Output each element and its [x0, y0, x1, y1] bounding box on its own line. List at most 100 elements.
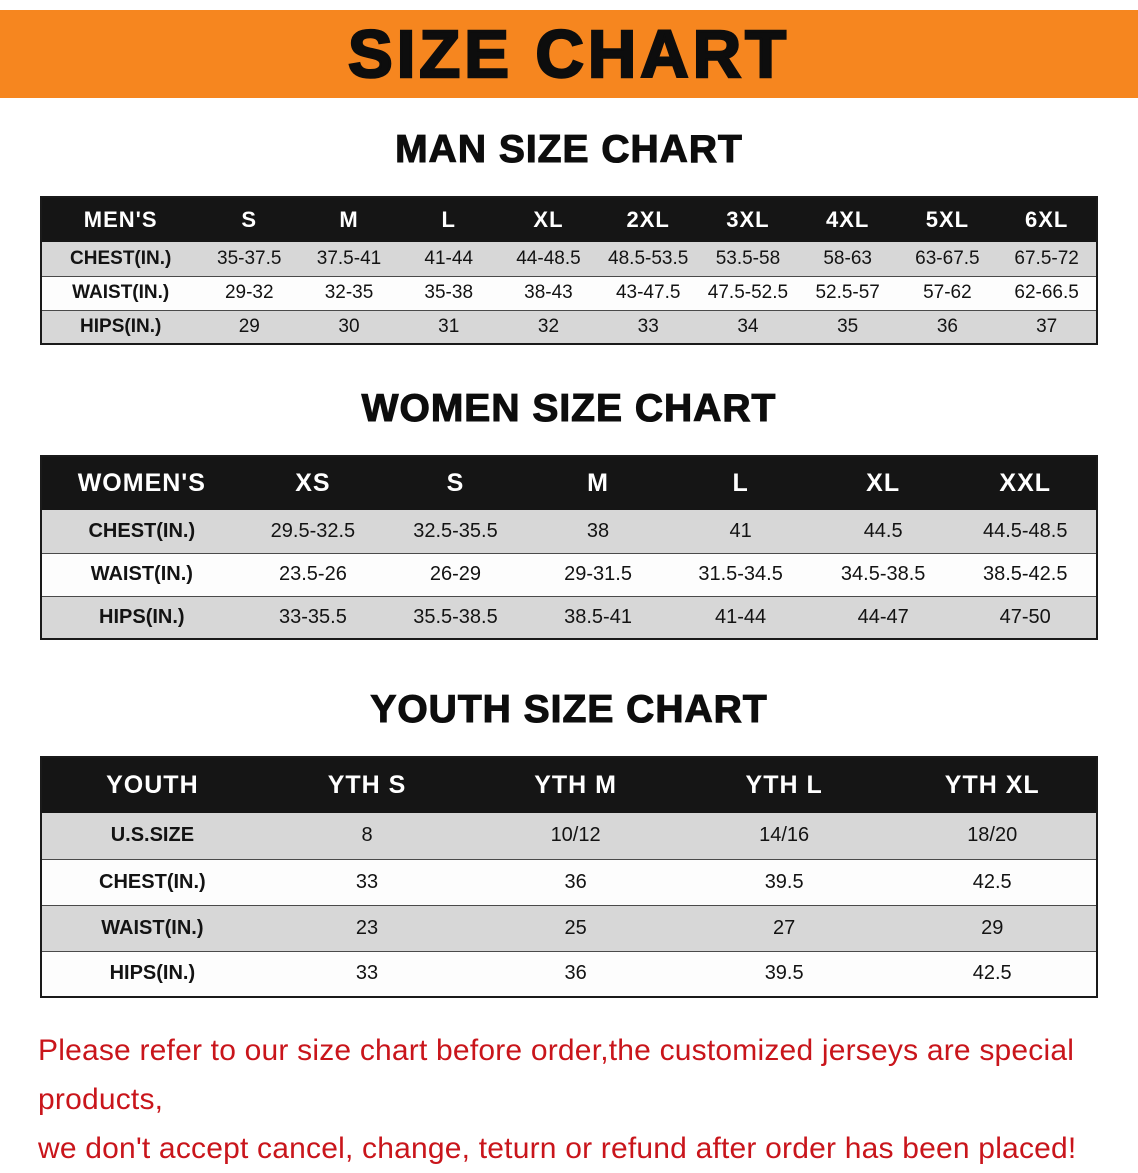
size-header-cell: YTH L [679, 757, 889, 813]
size-value-cell: 53.5-58 [698, 242, 798, 277]
size-value-cell: 38 [526, 510, 670, 554]
size-value-cell: 48.5-53.5 [598, 242, 699, 277]
size-value-cell: 33-35.5 [241, 596, 385, 640]
size-header-cell: XXL [954, 456, 1097, 510]
women-size-table: WOMEN'S XS S M L XL XXL CHEST(IN.) 29.5-32.5 32.5… [40, 455, 1098, 640]
size-header-cell: YTH XL [888, 757, 1097, 813]
size-value-cell: 44.5 [811, 510, 955, 554]
size-value-cell: 23.5-26 [241, 553, 385, 597]
size-value-cell: 30 [299, 310, 399, 345]
size-value-cell: 33 [598, 310, 699, 345]
row-label-cell: WAIST(IN.) [41, 553, 242, 597]
table-row: CHEST(IN.) 33 36 39.5 42.5 [41, 859, 1097, 906]
table-row: HIPS(IN.) 33-35.5 35.5-38.5 38.5-41 41-44 44-… [41, 596, 1097, 640]
disclaimer-note: Please refer to our size chart before or… [38, 1026, 1100, 1173]
table-row: HIPS(IN.) 33 36 39.5 42.5 [41, 951, 1097, 998]
table-row: WAIST(IN.) 23.5-26 26-29 29-31.5 31.5-34.5 34… [41, 553, 1097, 597]
size-value-cell: 29-31.5 [526, 553, 670, 597]
size-value-cell: 29.5-32.5 [241, 510, 385, 554]
table-header-row: MEN'S S M L XL 2XL 3XL 4XL 5XL 6XL [41, 197, 1097, 242]
size-value-cell: 36 [471, 859, 680, 906]
size-value-cell: 41-44 [398, 242, 499, 277]
section-heading-men: MAN SIZE CHART [395, 127, 743, 171]
size-value-cell: 25 [471, 905, 680, 952]
size-value-cell: 43-47.5 [598, 276, 699, 311]
size-value-cell: 37 [997, 310, 1097, 345]
size-value-cell: 42.5 [888, 951, 1097, 998]
size-value-cell: 35 [797, 310, 898, 345]
size-value-cell: 29 [199, 310, 300, 345]
size-value-cell: 31.5-34.5 [669, 553, 812, 597]
size-value-cell: 35.5-38.5 [384, 596, 527, 640]
size-value-cell: 10/12 [471, 813, 680, 860]
page-title: SIZE CHART [347, 16, 790, 92]
size-value-cell: 32 [498, 310, 599, 345]
row-label-cell: CHEST(IN.) [41, 242, 200, 277]
table-header-row: YOUTH YTH S YTH M YTH L YTH XL [41, 757, 1097, 813]
size-value-cell: 37.5-41 [299, 242, 399, 277]
size-value-cell: 41-44 [669, 596, 812, 640]
table-row: WAIST(IN.) 29-32 32-35 35-38 38-43 43-47.5 47.… [41, 276, 1097, 311]
size-header-cell: S [384, 456, 527, 510]
size-value-cell: 62-66.5 [997, 276, 1097, 311]
size-value-cell: 23 [262, 905, 472, 952]
table-row: HIPS(IN.) 29 30 31 32 33 34 35 36 37 [41, 310, 1097, 345]
size-header-cell: XS [241, 456, 385, 510]
size-value-cell: 47-50 [954, 596, 1097, 640]
size-value-cell: 57-62 [897, 276, 998, 311]
men-size-table: MEN'S S M L XL 2XL 3XL 4XL 5XL 6XL CHEST(IN.) 35-37… [40, 196, 1098, 345]
size-value-cell: 35-37.5 [199, 242, 300, 277]
row-label-cell: CHEST(IN.) [41, 859, 263, 906]
row-label-cell: WAIST(IN.) [41, 276, 200, 311]
size-value-cell: 29 [888, 905, 1097, 952]
disclaimer-line-1: Please refer to our size chart before or… [38, 1034, 1075, 1116]
size-value-cell: 38.5-42.5 [954, 553, 1097, 597]
size-value-cell: 26-29 [384, 553, 527, 597]
size-value-cell: 58-63 [797, 242, 898, 277]
size-header-cell: YTH S [262, 757, 472, 813]
size-value-cell: 44.5-48.5 [954, 510, 1097, 554]
youth-size-section: YOUTH SIZE CHART YOUTH YTH S YTH M YTH L YTH… [0, 686, 1138, 998]
size-value-cell: 31 [398, 310, 499, 345]
size-value-cell: 35-38 [398, 276, 499, 311]
row-label-cell: HIPS(IN.) [41, 310, 200, 345]
row-label-cell: HIPS(IN.) [41, 596, 242, 640]
table-title-cell: WOMEN'S [41, 456, 242, 510]
table-row: WAIST(IN.) 23 25 27 29 [41, 905, 1097, 952]
size-value-cell: 36 [897, 310, 998, 345]
table-title-cell: YOUTH [41, 757, 263, 813]
size-value-cell: 39.5 [679, 951, 889, 998]
table-title-cell: MEN'S [41, 197, 200, 242]
row-label-cell: CHEST(IN.) [41, 510, 242, 554]
size-value-cell: 18/20 [888, 813, 1097, 860]
size-value-cell: 47.5-52.5 [698, 276, 798, 311]
section-heading-women: WOMEN SIZE CHART [361, 386, 777, 430]
disclaimer-line-2: we don't accept cancel, change, teturn o… [38, 1132, 1077, 1165]
size-header-cell: 5XL [897, 197, 998, 242]
men-size-section: MAN SIZE CHART MEN'S S M L XL 2XL 3XL 4XL 5XL 6XL… [0, 126, 1138, 345]
size-value-cell: 33 [262, 951, 472, 998]
size-value-cell: 36 [471, 951, 680, 998]
size-chart-page: SIZE CHART MAN SIZE CHART MEN'S S M L XL 2XL 3… [0, 10, 1138, 1173]
row-label-cell: U.S.SIZE [41, 813, 263, 860]
size-value-cell: 34.5-38.5 [811, 553, 955, 597]
size-value-cell: 44-47 [811, 596, 955, 640]
size-header-cell: XL [498, 197, 599, 242]
size-value-cell: 27 [679, 905, 889, 952]
table-row: CHEST(IN.) 35-37.5 37.5-41 41-44 44-48.5 48.5… [41, 242, 1097, 277]
size-header-cell: L [398, 197, 499, 242]
size-value-cell: 44-48.5 [498, 242, 599, 277]
size-value-cell: 67.5-72 [997, 242, 1097, 277]
size-header-cell: 6XL [997, 197, 1097, 242]
size-value-cell: 38.5-41 [526, 596, 670, 640]
size-value-cell: 33 [262, 859, 472, 906]
title-banner: SIZE CHART [0, 10, 1138, 98]
size-value-cell: 34 [698, 310, 798, 345]
size-header-cell: YTH M [471, 757, 680, 813]
table-row: U.S.SIZE 8 10/12 14/16 18/20 [41, 813, 1097, 860]
size-value-cell: 14/16 [679, 813, 889, 860]
row-label-cell: WAIST(IN.) [41, 905, 263, 952]
size-value-cell: 32-35 [299, 276, 399, 311]
youth-size-table: YOUTH YTH S YTH M YTH L YTH XL U.S.SIZE 8 10/12… [40, 756, 1098, 998]
size-value-cell: 41 [669, 510, 812, 554]
